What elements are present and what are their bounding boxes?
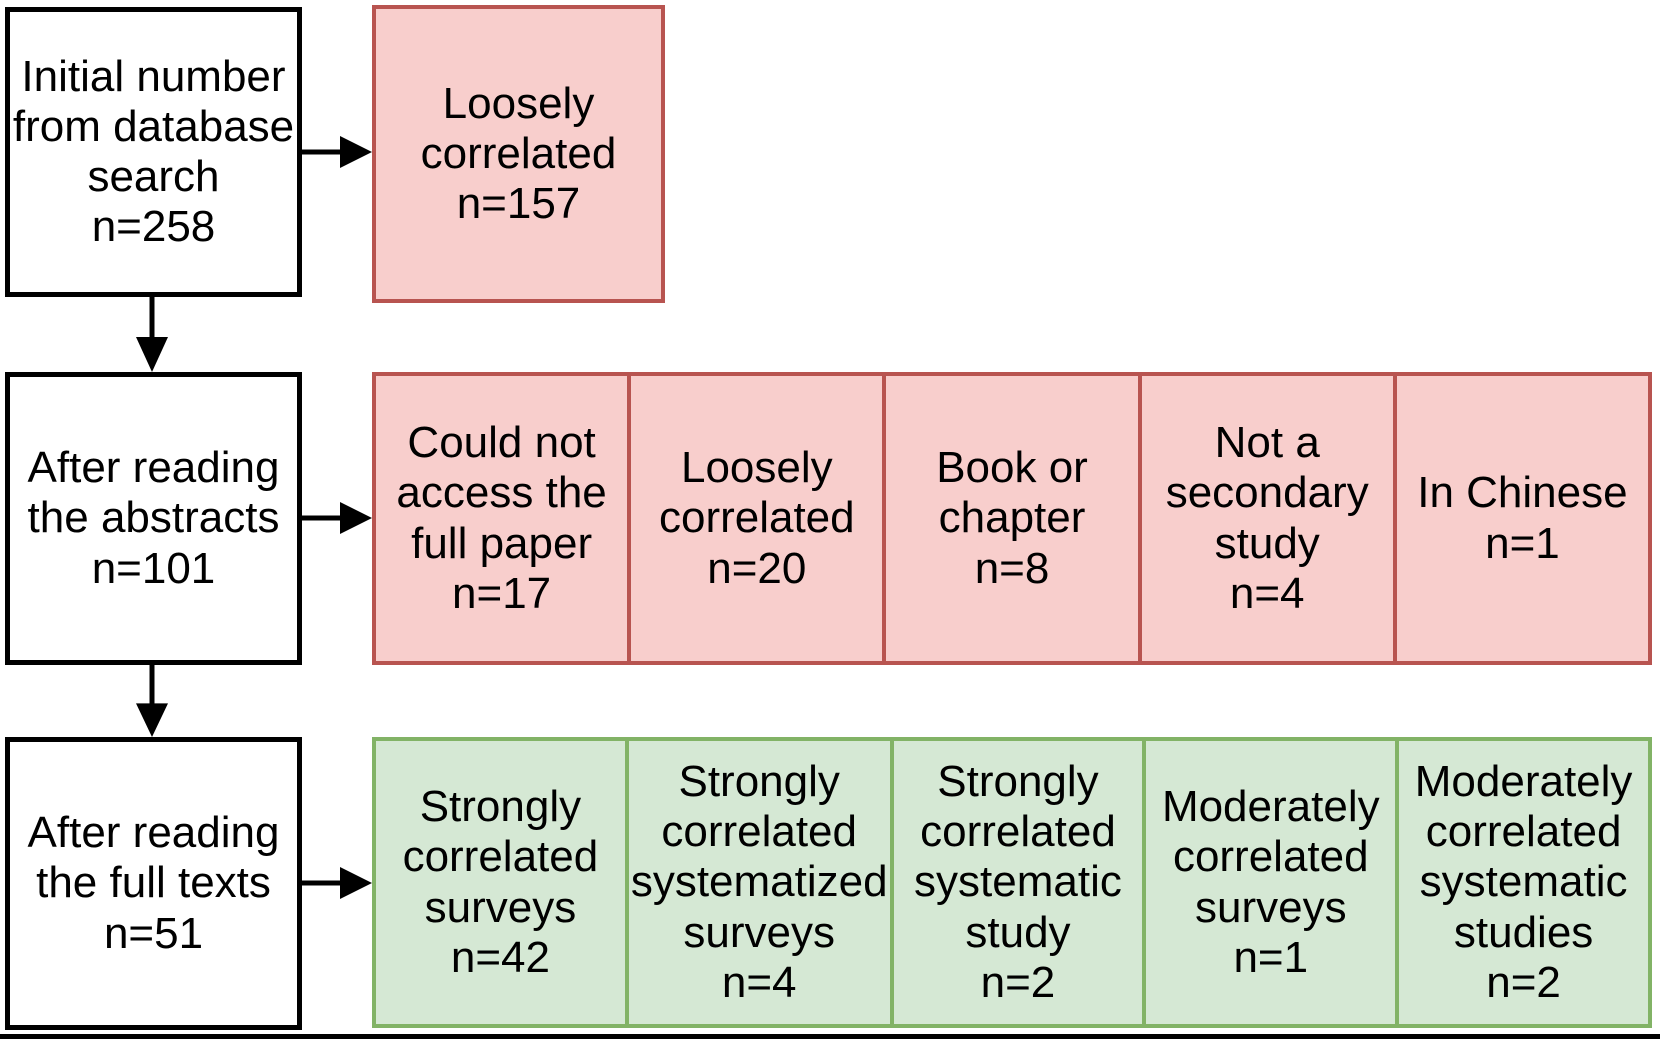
excluded-box-no-access: Could not access the full paper n=17 bbox=[372, 372, 632, 665]
excluded-label: Not a secondary study bbox=[1165, 418, 1369, 568]
flow-arrow-down-2-icon bbox=[136, 665, 168, 737]
included-box-strong-surveys: Strongly correlated surveys n=42 bbox=[372, 737, 629, 1028]
included-label: Strongly correlated systematic study bbox=[914, 757, 1122, 957]
stage-box-after-abstracts: After reading the abstracts n=101 bbox=[5, 372, 302, 665]
excluded-count: n=17 bbox=[452, 568, 552, 618]
excluded-label: Loosely correlated bbox=[658, 443, 855, 543]
stage-box-initial-search: Initial number from database search n=25… bbox=[5, 7, 302, 297]
stage-count: n=101 bbox=[91, 543, 216, 593]
included-count: n=4 bbox=[721, 957, 797, 1007]
excluded-count: n=8 bbox=[974, 543, 1050, 593]
included-box-moderate-surveys: Moderately correlated surveys n=1 bbox=[1142, 737, 1400, 1028]
bottom-divider-line bbox=[0, 1034, 1660, 1039]
included-box-strong-systematized: Strongly correlated systematized surveys… bbox=[624, 737, 894, 1028]
excluded-count: n=157 bbox=[456, 179, 581, 229]
excluded-label: Book or chapter bbox=[936, 443, 1088, 543]
included-label: Strongly correlated surveys bbox=[402, 782, 599, 932]
stage-label: Initial number from database search bbox=[12, 51, 295, 201]
included-box-strong-systematic: Strongly correlated systematic study n=2 bbox=[889, 737, 1147, 1028]
included-label: Strongly correlated systematized surveys bbox=[630, 757, 888, 957]
included-row-after-fulltexts: Strongly correlated surveys n=42 Strongl… bbox=[372, 737, 1652, 1028]
excluded-box-loosely-correlated-2: Loosely correlated n=20 bbox=[627, 372, 887, 665]
flow-arrow-right-2-icon bbox=[300, 502, 372, 534]
included-count: n=42 bbox=[450, 932, 550, 982]
stage-count: n=258 bbox=[91, 202, 216, 252]
excluded-label: Loosely correlated bbox=[420, 78, 617, 178]
excluded-box-book-or-chapter: Book or chapter n=8 bbox=[882, 372, 1142, 665]
included-count: n=1 bbox=[1233, 932, 1309, 982]
stage-box-after-fulltexts: After reading the full texts n=51 bbox=[5, 737, 302, 1030]
stage-count: n=51 bbox=[103, 908, 204, 958]
excluded-count: n=1 bbox=[1485, 518, 1560, 568]
excluded-count: n=4 bbox=[1229, 568, 1305, 618]
included-label: Moderately correlated surveys bbox=[1161, 782, 1380, 932]
flow-arrow-right-3-icon bbox=[300, 867, 372, 899]
excluded-box-loosely-correlated: Loosely correlated n=157 bbox=[372, 5, 665, 303]
stage-label: After reading the abstracts bbox=[27, 443, 280, 543]
flow-arrow-right-1-icon bbox=[300, 136, 372, 168]
included-count: n=2 bbox=[1486, 957, 1561, 1007]
excluded-box-not-secondary: Not a secondary study n=4 bbox=[1137, 372, 1397, 665]
included-count: n=2 bbox=[980, 957, 1056, 1007]
included-box-moderate-systematic: Moderately correlated systematic studies… bbox=[1395, 737, 1652, 1028]
excluded-box-in-chinese: In Chinese n=1 bbox=[1392, 372, 1653, 665]
excluded-label: In Chinese bbox=[1417, 468, 1628, 518]
excluded-row-after-abstracts: Could not access the full paper n=17 Loo… bbox=[372, 372, 1653, 665]
stage-label: After reading the full texts bbox=[27, 808, 280, 908]
included-label: Moderately correlated systematic studies bbox=[1414, 757, 1633, 957]
excluded-label: Could not access the full paper bbox=[396, 418, 607, 568]
flow-arrow-down-1-icon bbox=[136, 297, 168, 372]
excluded-count: n=20 bbox=[707, 543, 807, 593]
